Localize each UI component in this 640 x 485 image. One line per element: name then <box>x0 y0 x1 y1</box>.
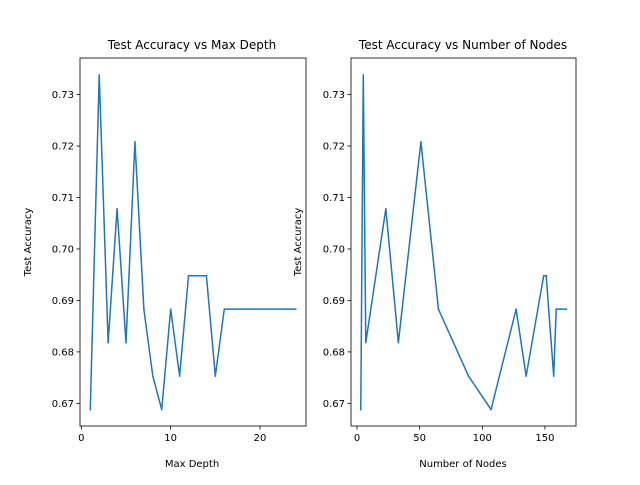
data-point <box>152 375 154 377</box>
data-point <box>420 141 422 143</box>
y-axis-label: Test Accuracy <box>293 208 304 278</box>
x-tick-label: 20 <box>254 433 267 444</box>
data-point <box>178 375 181 377</box>
y-tick-label: 0.67 <box>52 399 74 410</box>
chart-title: Test Accuracy vs Max Depth <box>107 38 276 52</box>
data-point <box>250 308 252 310</box>
data-point <box>364 341 367 344</box>
y-tick-label: 0.73 <box>323 90 345 101</box>
data-point <box>285 308 288 310</box>
data-point <box>552 375 555 377</box>
data-point <box>294 308 297 310</box>
series-line <box>89 74 297 411</box>
y-tick-label: 0.72 <box>52 142 74 153</box>
x-axis-label: Max Depth <box>165 459 219 470</box>
data-point <box>397 341 400 344</box>
subplot-number-of-nodes: Test Accuracy vs Number of Nodes Number … <box>293 38 577 470</box>
data-point <box>359 408 362 411</box>
y-tick-label: 0.70 <box>52 245 74 256</box>
x-axis-label: Number of Nodes <box>419 459 506 470</box>
data-point <box>277 308 279 310</box>
data-point <box>187 274 190 277</box>
data-point <box>362 74 365 76</box>
x-tick-label: 100 <box>473 433 492 444</box>
y-tick-label: 0.69 <box>52 296 74 307</box>
x-tick-label: 150 <box>535 433 554 444</box>
y-tick-label: 0.69 <box>323 296 345 307</box>
data-point <box>160 408 163 411</box>
data-point <box>125 341 127 344</box>
y-axis-label: Test Accuracy <box>23 208 34 278</box>
y-tick-label: 0.72 <box>323 142 345 153</box>
data-point <box>525 375 527 377</box>
data-point <box>196 274 199 277</box>
data-point <box>98 74 101 76</box>
data-point <box>545 274 547 277</box>
data-point <box>169 308 172 310</box>
y-tick-label: 0.68 <box>52 347 74 358</box>
data-point <box>565 308 568 310</box>
plot-frame <box>350 57 577 427</box>
subplot-max-depth: Test Accuracy vs Max Depth Max Depth Tes… <box>23 38 307 470</box>
series-line <box>360 74 567 411</box>
data-point <box>232 308 234 310</box>
x-tick-label: 50 <box>413 433 426 444</box>
data-point <box>555 308 558 310</box>
data-point <box>385 208 387 210</box>
y-tick-label: 0.71 <box>323 193 345 204</box>
x-tick-label: 0 <box>354 433 360 444</box>
data-point <box>241 308 243 310</box>
data-point <box>437 308 440 310</box>
data-point <box>515 308 517 310</box>
y-tick-label: 0.67 <box>323 399 345 410</box>
data-point <box>214 375 217 377</box>
data-point <box>259 308 261 310</box>
x-tick-label: 10 <box>164 433 177 444</box>
data-point <box>143 308 145 310</box>
x-tick-label: 0 <box>78 433 84 444</box>
data-point <box>223 308 226 310</box>
chart-title: Test Accuracy vs Number of Nodes <box>358 38 567 52</box>
y-tick-label: 0.70 <box>323 245 345 256</box>
data-point <box>205 274 208 277</box>
data-point <box>107 341 109 344</box>
data-point <box>134 141 136 143</box>
y-tick-label: 0.68 <box>323 347 345 358</box>
data-point <box>89 408 92 411</box>
data-point <box>542 274 545 277</box>
plot-frame <box>79 57 307 427</box>
data-point <box>116 208 118 210</box>
data-point <box>490 408 492 411</box>
y-tick-label: 0.73 <box>52 90 74 101</box>
data-point <box>268 308 270 310</box>
data-point <box>467 375 470 377</box>
y-tick-label: 0.71 <box>52 193 74 204</box>
